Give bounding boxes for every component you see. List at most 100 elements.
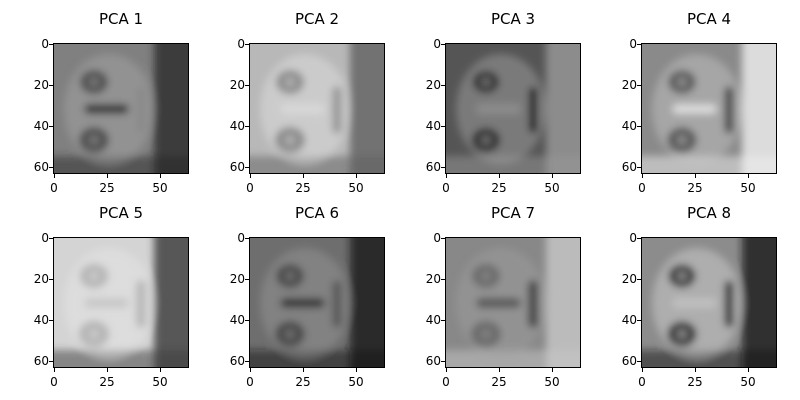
y-tick-mark [49, 361, 53, 362]
y-tick-mark [637, 44, 641, 45]
y-tick-label: 40 [33, 119, 49, 133]
eigenface-image [249, 237, 385, 368]
y-tick-label: 0 [629, 37, 637, 51]
y-tick-label: 0 [629, 231, 637, 245]
x-tick-mark [107, 174, 108, 178]
x-tick-label: 25 [687, 181, 703, 195]
x-tick-label: 0 [50, 181, 58, 195]
y-tick-mark [245, 238, 249, 239]
y-tick-label: 20 [621, 272, 637, 286]
y-tick-label: 20 [229, 78, 245, 92]
x-tick-label: 25 [99, 375, 115, 389]
y-tick-mark [441, 126, 445, 127]
x-tick-label: 0 [246, 375, 254, 389]
x-tick-label: 0 [442, 181, 450, 195]
y-tick-label: 60 [425, 354, 441, 368]
x-tick-mark [250, 368, 251, 372]
eigenface-image [641, 237, 777, 368]
y-tick-mark [245, 361, 249, 362]
x-tick-label: 50 [544, 375, 560, 389]
subplot-title: PCA 2 [294, 10, 340, 28]
x-tick-mark [160, 368, 161, 372]
x-tick-mark [303, 368, 304, 372]
x-tick-mark [446, 368, 447, 372]
y-tick-label: 60 [621, 160, 637, 174]
x-tick-label: 25 [687, 375, 703, 389]
x-tick-label: 25 [295, 181, 311, 195]
x-tick-label: 0 [638, 181, 646, 195]
y-tick-label: 40 [621, 119, 637, 133]
x-tick-mark [695, 174, 696, 178]
y-tick-mark [49, 167, 53, 168]
subplot: PCA 5 0 20 40 60 0 25 50 [33, 204, 203, 394]
subplot-title: PCA 1 [98, 10, 144, 28]
x-tick-label: 50 [740, 181, 756, 195]
x-tick-mark [446, 174, 447, 178]
y-tick-label: 20 [229, 272, 245, 286]
x-tick-mark [250, 174, 251, 178]
y-tick-mark [49, 238, 53, 239]
y-tick-label: 0 [433, 231, 441, 245]
eigenface-image [249, 43, 385, 174]
x-tick-mark [748, 174, 749, 178]
y-tick-mark [245, 85, 249, 86]
x-tick-mark [499, 174, 500, 178]
x-tick-mark [552, 368, 553, 372]
x-tick-mark [695, 368, 696, 372]
y-tick-mark [49, 320, 53, 321]
x-tick-mark [748, 368, 749, 372]
y-tick-mark [441, 167, 445, 168]
x-tick-label: 50 [740, 375, 756, 389]
y-tick-label: 0 [433, 37, 441, 51]
y-tick-mark [441, 44, 445, 45]
x-tick-mark [499, 368, 500, 372]
y-tick-label: 20 [425, 272, 441, 286]
x-tick-label: 25 [491, 181, 507, 195]
y-tick-label: 40 [621, 313, 637, 327]
y-tick-mark [245, 320, 249, 321]
y-tick-mark [49, 44, 53, 45]
y-tick-label: 20 [425, 78, 441, 92]
y-tick-label: 0 [41, 231, 49, 245]
y-tick-mark [637, 85, 641, 86]
y-tick-mark [441, 279, 445, 280]
y-tick-label: 20 [33, 272, 49, 286]
eigenface-image [53, 237, 189, 368]
x-tick-label: 25 [295, 375, 311, 389]
y-tick-mark [441, 320, 445, 321]
y-tick-mark [49, 126, 53, 127]
x-tick-mark [303, 174, 304, 178]
y-tick-mark [441, 238, 445, 239]
subplot: PCA 8 0 20 40 60 0 25 50 [621, 204, 791, 394]
x-tick-mark [107, 368, 108, 372]
subplot: PCA 3 0 20 40 60 0 25 50 [425, 10, 595, 200]
y-tick-mark [49, 85, 53, 86]
y-tick-label: 40 [33, 313, 49, 327]
x-tick-label: 0 [246, 181, 254, 195]
subplot: PCA 1 0 20 40 60 0 25 50 [33, 10, 203, 200]
x-tick-mark [356, 368, 357, 372]
y-tick-mark [637, 361, 641, 362]
y-tick-label: 60 [229, 160, 245, 174]
x-tick-mark [160, 174, 161, 178]
y-tick-mark [441, 85, 445, 86]
subplot-title: PCA 3 [490, 10, 536, 28]
x-tick-mark [356, 174, 357, 178]
x-tick-label: 50 [152, 181, 168, 195]
subplot-title: PCA 6 [294, 204, 340, 222]
x-tick-label: 0 [638, 375, 646, 389]
y-tick-mark [637, 320, 641, 321]
y-tick-label: 60 [33, 354, 49, 368]
eigenface-image [445, 237, 581, 368]
y-tick-label: 40 [425, 313, 441, 327]
y-tick-label: 20 [621, 78, 637, 92]
eigenface-image [53, 43, 189, 174]
y-tick-label: 40 [229, 313, 245, 327]
y-tick-mark [49, 279, 53, 280]
subplot: PCA 2 0 20 40 60 0 25 50 [229, 10, 399, 200]
y-tick-mark [441, 361, 445, 362]
x-tick-mark [54, 174, 55, 178]
x-tick-mark [54, 368, 55, 372]
y-tick-label: 40 [425, 119, 441, 133]
